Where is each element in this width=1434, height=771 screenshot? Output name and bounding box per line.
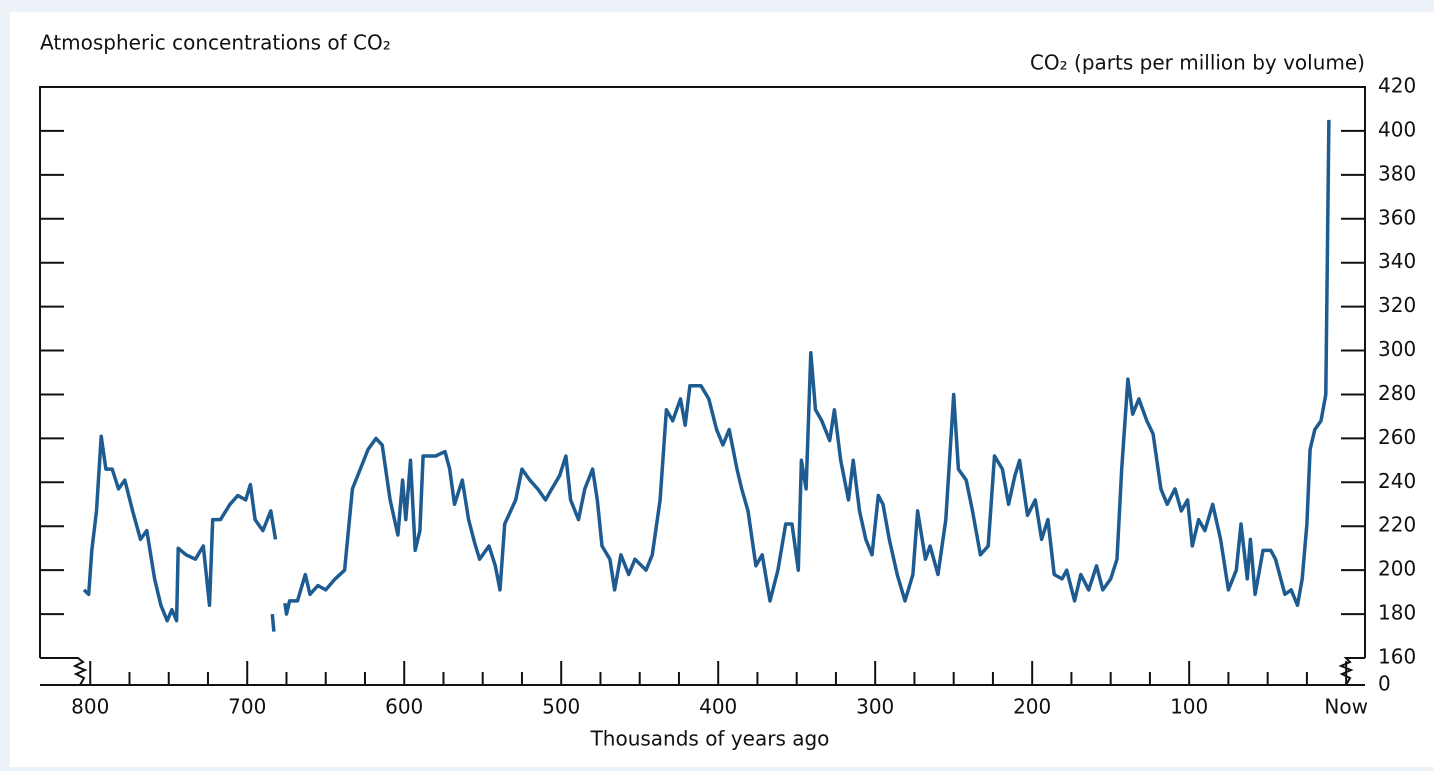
y-tick-label: 200 — [1378, 557, 1416, 581]
x-tick-label: 300 — [856, 695, 894, 719]
y-tick-label: 0 — [1378, 672, 1391, 696]
y-axis-title: CO₂ (parts per million by volume) — [1030, 51, 1365, 75]
y-tick-label: 400 — [1378, 117, 1416, 141]
y-tick-label: 320 — [1378, 293, 1416, 317]
plot-frame — [39, 86, 1366, 658]
x-tick-label: 100 — [1170, 695, 1208, 719]
y-tick-label: 380 — [1378, 161, 1416, 185]
x-tick-label: 600 — [385, 695, 423, 719]
y-tick-label: 420 — [1378, 74, 1416, 98]
axis-break — [40, 657, 88, 686]
y-tick-label: 220 — [1378, 513, 1416, 537]
y-tick-label: 180 — [1378, 601, 1416, 625]
x-tick-label: 400 — [699, 695, 737, 719]
x-tick-label: 500 — [542, 695, 580, 719]
x-tick-label: 200 — [1013, 695, 1051, 719]
data-line — [82, 119, 1331, 632]
chart-title: Atmospheric concentrations of CO₂ — [40, 31, 391, 55]
y-tick-label: 340 — [1378, 249, 1416, 273]
y-tick-label: 300 — [1378, 337, 1416, 361]
x-tick-label: Now — [1324, 695, 1368, 719]
y-tick-label: 160 — [1378, 645, 1416, 669]
x-tick-label: 800 — [71, 695, 109, 719]
y-tick-label: 260 — [1378, 425, 1416, 449]
y-tick-label: 360 — [1378, 205, 1416, 229]
x-axis-title: Thousands of years ago — [590, 727, 830, 751]
y-tick-label: 280 — [1378, 381, 1416, 405]
frame — [39, 86, 1366, 686]
x-tick-label: 700 — [228, 695, 266, 719]
y-tick-label: 240 — [1378, 469, 1416, 493]
panel — [10, 12, 1434, 767]
